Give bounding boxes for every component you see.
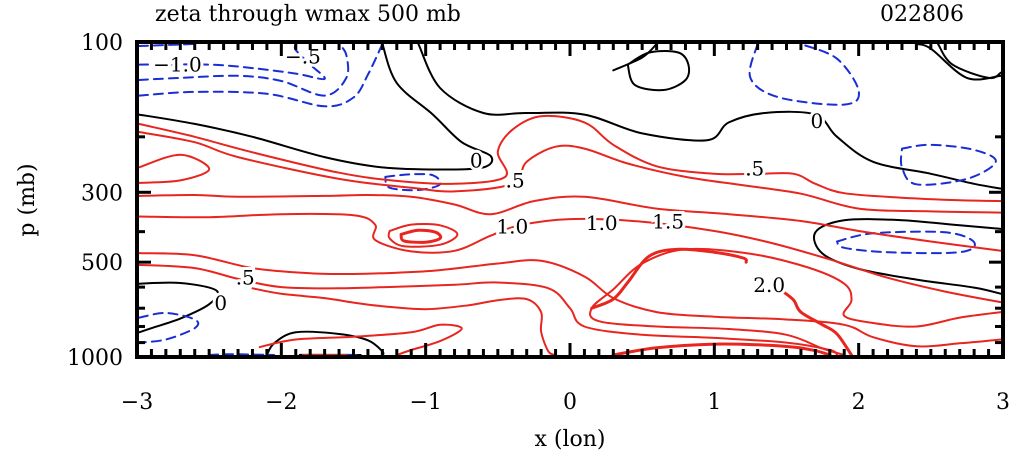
x-tick-label: −3 bbox=[121, 390, 153, 415]
contour-line-zero-4 bbox=[915, 43, 1002, 81]
contour-label-halo: .5 bbox=[745, 156, 764, 180]
contour-line-zero-6 bbox=[812, 218, 1002, 295]
contour-label: −1.0 bbox=[153, 53, 202, 77]
contour-label-halo: 0 bbox=[810, 109, 823, 133]
chart-date-label: 022806 bbox=[880, 2, 964, 27]
x-tick-label: −2 bbox=[265, 390, 297, 415]
contour-label: .5 bbox=[236, 266, 255, 290]
contour-label: .5 bbox=[506, 168, 525, 192]
contour-line-positive-21 bbox=[138, 114, 1002, 203]
contour-line-zero-0 bbox=[138, 43, 494, 171]
y-tick-label: 300 bbox=[81, 181, 123, 206]
contour-label-halo: 2.0 bbox=[753, 273, 785, 297]
contour-line-negative-19 bbox=[208, 353, 276, 356]
contour-line-positive-31 bbox=[258, 323, 463, 356]
contour-label-halo: 1.0 bbox=[496, 214, 528, 238]
contour-line-positive-23 bbox=[138, 153, 211, 184]
y-tick-label: 500 bbox=[81, 251, 123, 276]
contour-line-zero-2 bbox=[612, 43, 658, 72]
contour-label-halo: 0 bbox=[470, 149, 483, 173]
contour-label-halo: 1.0 bbox=[586, 211, 618, 235]
contour-label-halo: 1.5 bbox=[652, 210, 684, 234]
contour-label-halo: 0 bbox=[214, 291, 227, 315]
contour-line-positive-22 bbox=[138, 131, 1002, 214]
contour-line-zero-5 bbox=[937, 43, 1002, 80]
contour-line-positive-25 bbox=[138, 212, 1002, 304]
contour-labels: −1.0−1.0 −.5−.500.5.51.01.0 1.01.0 1.51.52.… bbox=[150, 41, 826, 318]
contour-line-positive-29 bbox=[138, 263, 838, 356]
y-axis-label: p (mb) bbox=[15, 163, 40, 236]
contour-line-positive-37 bbox=[399, 228, 443, 244]
x-axis-label: x (lon) bbox=[534, 427, 605, 452]
contour-line-negative-17 bbox=[836, 230, 976, 255]
contour-line-negative-18 bbox=[138, 311, 200, 344]
axis-tick-labels: −3 −2 −1 0 1 2 3 100 300 500 1000 bbox=[67, 31, 1010, 415]
x-tick-label: 3 bbox=[996, 390, 1010, 415]
contour-lines bbox=[138, 43, 1002, 357]
contour-label: .5 bbox=[745, 156, 764, 180]
contour-line-negative-16 bbox=[899, 143, 997, 186]
y-tick-label: 1000 bbox=[67, 346, 123, 371]
y-tick-label: 100 bbox=[81, 31, 123, 56]
contour-line-positive-34 bbox=[590, 247, 748, 310]
contour-line-positive-35 bbox=[782, 290, 853, 357]
contour-line-positive-36 bbox=[611, 342, 832, 357]
contour-line-positive-30 bbox=[251, 287, 557, 356]
x-tick-label: 0 bbox=[563, 390, 577, 415]
contour-label: 2.0 bbox=[753, 273, 785, 297]
x-tick-label: 2 bbox=[852, 390, 866, 415]
contour-label-halo: −.5 bbox=[285, 44, 321, 68]
contour-line-positive-28 bbox=[138, 252, 1002, 348]
contour-label: 0 bbox=[470, 149, 483, 173]
contour-line-zero-7 bbox=[138, 281, 220, 334]
contour-label-halo: .5 bbox=[506, 168, 525, 192]
x-tick-label: 1 bbox=[707, 390, 721, 415]
contour-label: 1.0 bbox=[586, 211, 618, 235]
x-tick-label: −1 bbox=[409, 390, 441, 415]
contour-line-positive-26 bbox=[387, 223, 459, 248]
contour-line-negative-10 bbox=[138, 43, 196, 47]
contour-label: 1.5 bbox=[652, 210, 684, 234]
contour-line-negative-12 bbox=[138, 43, 350, 97]
contour-label: 1.0 bbox=[496, 214, 528, 238]
contour-label: 0 bbox=[214, 291, 227, 315]
contour-line-negative-11 bbox=[138, 43, 326, 81]
contour-line-zero-3 bbox=[626, 50, 691, 92]
plot-frame bbox=[135, 40, 1005, 359]
contour-label: 0 bbox=[810, 109, 823, 133]
chart-title: zeta through wmax 500 mb bbox=[155, 2, 461, 27]
contour-label-halo: −1.0 bbox=[153, 53, 202, 77]
contour-line-negative-13 bbox=[138, 43, 384, 108]
contour-line-zero-1 bbox=[417, 43, 1002, 190]
contour-line-negative-15 bbox=[748, 43, 860, 106]
contour-label-halo: .5 bbox=[236, 266, 255, 290]
contour-label: −.5 bbox=[285, 44, 321, 68]
contour-line-positive-24 bbox=[138, 193, 1002, 252]
